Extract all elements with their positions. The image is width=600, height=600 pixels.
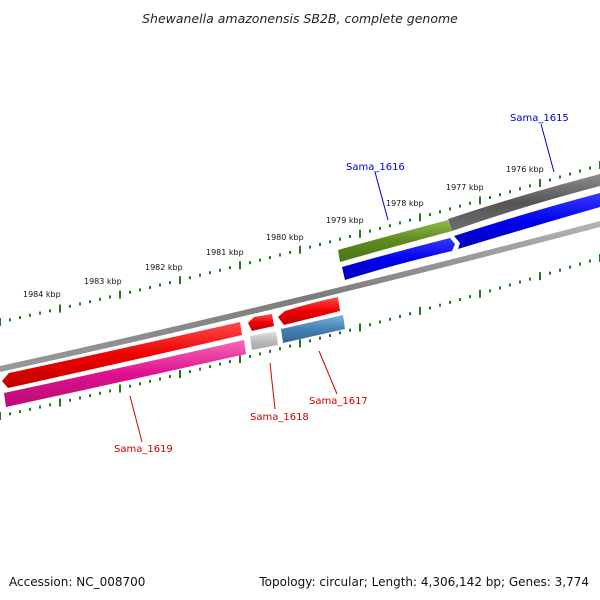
steel-blue-feature-sama-1617 xyxy=(281,315,345,343)
cds-sama-1617[interactable] xyxy=(278,297,340,325)
kbp-label-1980: 1980 kbp xyxy=(266,233,304,242)
leader-line-sama-1615 xyxy=(540,123,555,173)
gene-label-sama-1617[interactable]: Sama_1617 xyxy=(309,396,368,407)
kbp-label-1977: 1977 kbp xyxy=(446,183,484,192)
cds-sama-1618[interactable] xyxy=(248,314,274,331)
cds-sama-1615[interactable] xyxy=(454,193,600,249)
gene-label-sama-1616[interactable]: Sama_1616 xyxy=(346,162,405,173)
kbp-label-1982: 1982 kbp xyxy=(145,263,183,272)
dark-gray-feature-track xyxy=(448,174,600,231)
gene-label-sama-1615[interactable]: Sama_1615 xyxy=(510,113,569,124)
kbp-label-1978: 1978 kbp xyxy=(386,199,424,208)
kbp-label-1976: 1976 kbp xyxy=(506,165,544,174)
cds-sama-1616[interactable] xyxy=(342,238,455,280)
kbp-label-1979: 1979 kbp xyxy=(326,216,364,225)
leader-line-sama-1619 xyxy=(129,395,143,443)
genome-backbone xyxy=(0,221,600,372)
gene-label-sama-1619[interactable]: Sama_1619 xyxy=(114,444,173,455)
outer-tick-scale xyxy=(0,161,600,326)
magenta-feature-sama-1619 xyxy=(4,340,246,407)
kbp-labels: 1984 kbp 1983 kbp 1982 kbp 1981 kbp 1980… xyxy=(23,165,544,299)
cds-sama-1619[interactable] xyxy=(2,322,242,388)
gene-label-sama-1618[interactable]: Sama_1618 xyxy=(250,412,309,423)
topology-text: Topology: circular; Length: 4,306,142 bp… xyxy=(259,575,589,589)
leader-line-sama-1617 xyxy=(318,350,338,395)
inner-tick-scale xyxy=(0,254,600,420)
map-title: Shewanella amazonensis SB2B, complete ge… xyxy=(142,11,458,26)
leader-line-sama-1616 xyxy=(374,171,389,221)
kbp-label-1983: 1983 kbp xyxy=(84,277,122,286)
kbp-label-1984: 1984 kbp xyxy=(23,290,61,299)
accession-text: Accession: NC_008700 xyxy=(9,575,146,589)
kbp-label-1981: 1981 kbp xyxy=(206,248,244,257)
olive-feature-sama-1616[interactable] xyxy=(338,220,452,262)
leader-line-sama-1618 xyxy=(269,362,276,410)
light-gray-feature-sama-1618 xyxy=(250,331,278,350)
